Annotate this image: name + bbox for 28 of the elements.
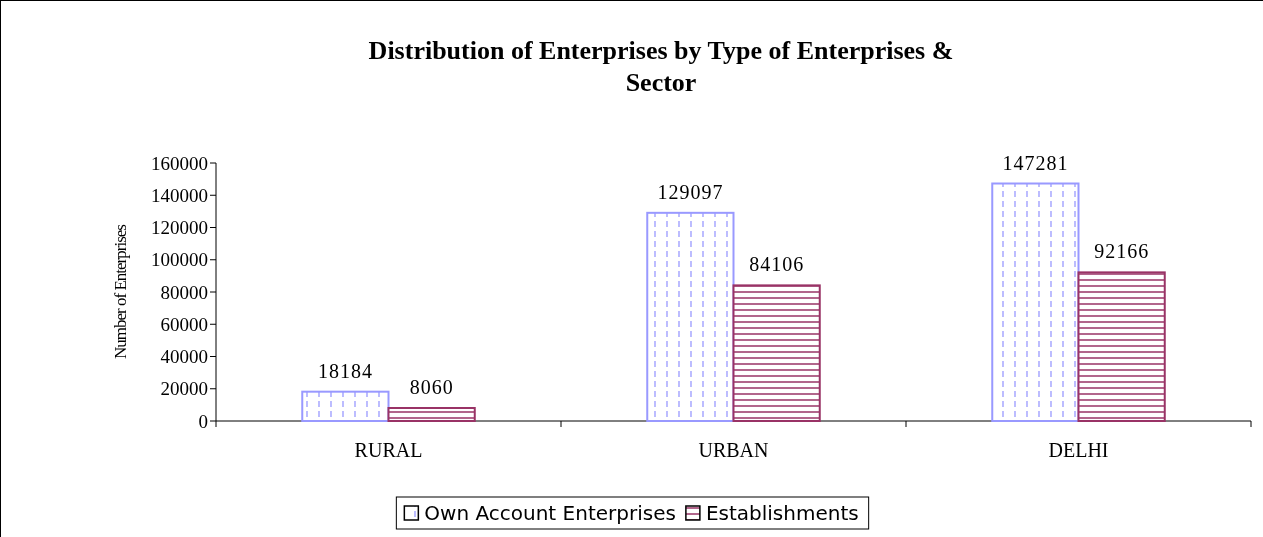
y-tick-label: 60000: [160, 313, 208, 335]
x-tick-label: RURAL: [354, 439, 423, 461]
legend-label: Own Account Enterprises: [424, 501, 676, 525]
data-label: 8060: [409, 376, 454, 398]
data-label: 84106: [749, 253, 805, 276]
bar: [732, 284, 821, 422]
y-tick-label: 40000: [160, 346, 208, 368]
data-label: 129097: [657, 180, 724, 203]
y-tick-label: 120000: [151, 217, 208, 239]
y-tick-label: 80000: [160, 281, 208, 303]
x-tick-label: DELHI: [1048, 439, 1109, 461]
y-tick-label: 140000: [151, 184, 208, 206]
bar: [301, 390, 390, 422]
bar: [1077, 271, 1166, 422]
legend-label: Establishments: [705, 501, 859, 525]
data-label: 147281: [1002, 151, 1069, 174]
chart-title: Distribution of Enterprises by Type of Enterprises & Sector: [368, 36, 954, 97]
bar: [991, 182, 1080, 422]
data-label: 92166: [1094, 240, 1150, 263]
y-tick-label: 20000: [160, 378, 208, 400]
y-tick-label: 100000: [151, 249, 208, 271]
bar: [646, 211, 735, 422]
bar: [387, 407, 476, 422]
y-axis-title: Number of Enterprises: [111, 224, 130, 359]
data-label: 18184: [317, 359, 373, 382]
y-tick-label: 160000: [151, 152, 208, 174]
y-tick-label: 0: [198, 410, 208, 432]
x-tick-label: URBAN: [698, 439, 769, 461]
